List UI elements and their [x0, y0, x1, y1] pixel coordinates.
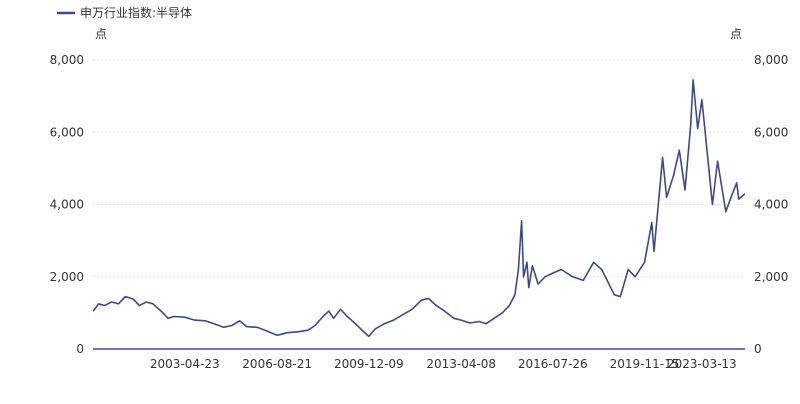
right-y-tick-label: 0 — [754, 342, 762, 356]
left-y-tick-label: 6,000 — [50, 125, 84, 139]
x-tick-label: 2006-08-21 — [242, 357, 312, 371]
right-y-tick-label: 8,000 — [754, 53, 788, 67]
left-y-unit: 点 — [95, 27, 107, 41]
right-y-axis: 0 2,000 4,000 6,000 8,000 — [754, 53, 788, 356]
x-tick-label: 2009-12-09 — [334, 357, 404, 371]
x-axis-labels: 2003-04-23 2006-08-21 2009-12-09 2013-04-08… — [150, 357, 737, 371]
left-y-tick-label: 4,000 — [50, 198, 84, 212]
right-y-tick-label: 4,000 — [754, 198, 788, 212]
left-y-tick-label: 0 — [76, 342, 84, 356]
x-tick-label: 2019-11-15 — [610, 357, 680, 371]
series-line-semiconductor — [92, 79, 746, 338]
right-y-unit: 点 — [730, 27, 742, 41]
x-tick-label: 2016-07-26 — [518, 357, 588, 371]
grid-lines — [93, 59, 745, 278]
right-y-tick-label: 2,000 — [754, 270, 788, 284]
legend: 申万行业指数:半导体 — [57, 5, 192, 20]
left-y-tick-label: 2,000 — [50, 270, 84, 284]
left-y-axis: 0 2,000 4,000 6,000 8,000 — [50, 53, 84, 356]
legend-label: 申万行业指数:半导体 — [80, 5, 192, 20]
right-y-tick-label: 6,000 — [754, 125, 788, 139]
x-tick-label: 2023-03-13 — [667, 357, 737, 371]
x-tick-label: 2013-04-08 — [426, 357, 496, 371]
x-tick-label: 2003-04-23 — [150, 357, 220, 371]
left-y-tick-label: 8,000 — [50, 53, 84, 67]
